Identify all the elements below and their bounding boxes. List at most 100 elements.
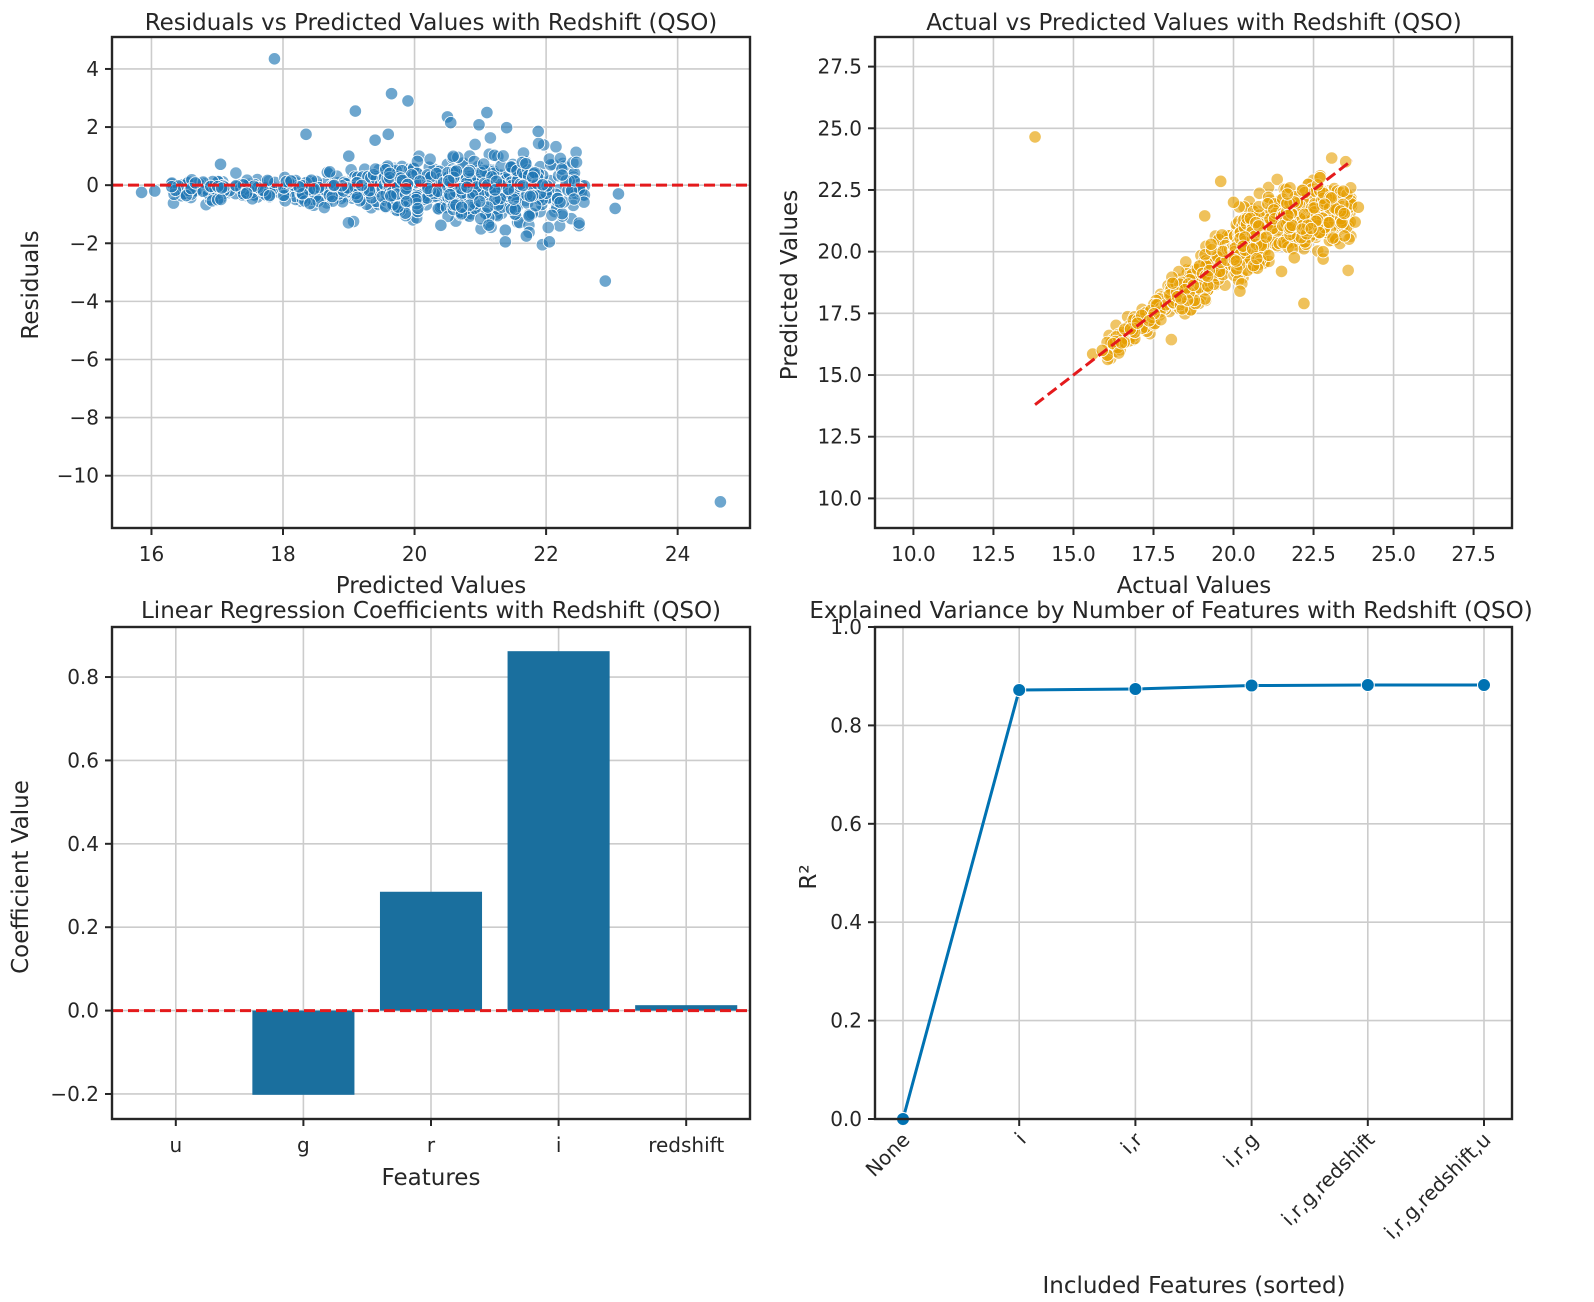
actual-predicted-point <box>1281 208 1295 222</box>
actual-predicted-point <box>1295 183 1310 197</box>
actual-vs-predicted-plot-area: 10.0 12.5 15.0 17.5 20.0 22.5 25.0 27.5 10.0 12.5… <box>817 35 1514 566</box>
residual-point <box>498 235 512 249</box>
x-tick-label: 15.0 <box>1051 542 1096 566</box>
coefficient-bar <box>252 1010 355 1095</box>
residual-point <box>229 166 243 180</box>
y-tick-label: 0.6 <box>830 812 862 836</box>
y-tick-label: 0.4 <box>67 832 99 856</box>
y-tick-label: −8 <box>70 406 99 430</box>
actual-predicted-point <box>1130 316 1145 330</box>
residual-point <box>342 149 356 163</box>
x-tick-label: redshift <box>648 1133 724 1157</box>
residual-point <box>381 127 395 141</box>
residual-point <box>455 200 469 214</box>
residual-point <box>713 495 728 509</box>
actual-predicted-point <box>1337 206 1351 221</box>
coefficients-xlabel: Features <box>382 1165 481 1191</box>
residual-point <box>446 149 460 163</box>
y-tick-label: 0.4 <box>830 910 862 934</box>
r2-point <box>1244 678 1259 693</box>
residuals-xlabel: Predicted Values <box>336 573 526 599</box>
residual-point <box>567 192 581 206</box>
coefficient-bar <box>507 651 610 1011</box>
residuals-ylabel: Residuals <box>18 230 44 339</box>
coefficients-title: Linear Regression Coefficients with Reds… <box>141 598 721 624</box>
actual-predicted-point <box>1316 245 1330 259</box>
residual-point <box>555 168 569 182</box>
y-tick-label: 0.8 <box>830 713 862 737</box>
x-tick-label: 22.5 <box>1291 542 1336 566</box>
x-tick-label: 20.0 <box>1211 542 1256 566</box>
y-tick-label: −6 <box>70 347 99 371</box>
residual-point <box>240 186 254 200</box>
residual-point <box>482 218 496 232</box>
residual-point <box>553 195 567 209</box>
coefficients-panel: Linear Regression Coefficients with Reds… <box>8 598 752 1191</box>
residual-point <box>569 155 584 169</box>
actual-predicted-point <box>1322 216 1336 230</box>
residual-point <box>472 118 486 132</box>
residual-point <box>498 223 512 237</box>
residual-point <box>496 149 510 163</box>
actual-predicted-point <box>1262 248 1276 262</box>
explained-variance-ylabel: R² <box>796 864 822 889</box>
residual-point <box>443 187 457 202</box>
x-tick-label: 10.0 <box>891 542 936 566</box>
actual-predicted-point <box>1186 278 1200 292</box>
residual-point <box>444 116 458 130</box>
y-tick-label: 17.5 <box>817 301 862 325</box>
y-tick-label: 0.2 <box>67 915 99 939</box>
actual-predicted-point <box>1287 251 1301 265</box>
actual-predicted-point <box>1297 296 1311 311</box>
residual-point <box>477 157 491 171</box>
residual-point <box>383 166 397 180</box>
actual-predicted-point <box>1164 332 1178 347</box>
x-tick-label: 18 <box>270 542 295 566</box>
actual-predicted-point <box>1348 215 1362 229</box>
actual-predicted-point <box>1336 184 1350 198</box>
residual-point <box>460 180 474 194</box>
actual-vs-predicted-title: Actual vs Predicted Values with Redshift… <box>926 10 1462 36</box>
y-tick-label: 0.6 <box>67 748 99 772</box>
actual-vs-predicted-ylabel: Predicted Values <box>777 190 803 380</box>
residual-point <box>468 137 482 152</box>
actual-predicted-point <box>1341 263 1355 278</box>
residual-point <box>449 164 463 178</box>
x-tick-label: 17.5 <box>1131 542 1176 566</box>
residual-point <box>473 194 487 208</box>
y-tick-label: 4 <box>86 57 99 81</box>
residual-point <box>549 140 563 154</box>
y-tick-label: 0.0 <box>67 999 99 1023</box>
residual-point <box>531 124 545 139</box>
r2-point <box>1128 681 1143 696</box>
actual-predicted-point <box>1317 197 1332 211</box>
actual-predicted-point <box>1280 187 1294 201</box>
explained-variance-title: Explained Variance by Number of Features… <box>809 598 1532 624</box>
y-tick-label: 15.0 <box>817 363 862 387</box>
y-tick-label: −0.2 <box>50 1082 99 1106</box>
y-tick-label: −2 <box>70 231 99 255</box>
residual-point <box>483 131 497 145</box>
axes-frame <box>873 35 1514 530</box>
coefficients-plot-area: 0.8 0.6 0.4 0.2 0.0 −0.2 u g r i redshift <box>50 625 752 1157</box>
actual-predicted-point <box>1337 229 1351 243</box>
residual-point <box>341 216 356 230</box>
identity-reference-line <box>1034 159 1353 406</box>
residual-point <box>461 165 476 179</box>
actual-vs-predicted-panel: Actual vs Predicted Values with Redshift… <box>777 10 1514 599</box>
y-tick-label: 27.5 <box>817 55 862 79</box>
x-tick-label: 25.0 <box>1371 542 1416 566</box>
actual-predicted-point <box>1214 174 1228 188</box>
residual-point <box>531 136 546 151</box>
residual-point <box>303 197 317 211</box>
y-tick-label: −10 <box>57 464 99 488</box>
residual-point <box>541 220 555 235</box>
residual-point <box>434 218 448 232</box>
residual-point <box>262 188 277 203</box>
x-tick-label: 22 <box>533 542 558 566</box>
axes-frame <box>110 625 752 1121</box>
residual-point <box>214 192 228 206</box>
residual-point <box>480 105 494 120</box>
actual-predicted-point <box>1198 209 1212 223</box>
residual-point <box>134 185 149 200</box>
